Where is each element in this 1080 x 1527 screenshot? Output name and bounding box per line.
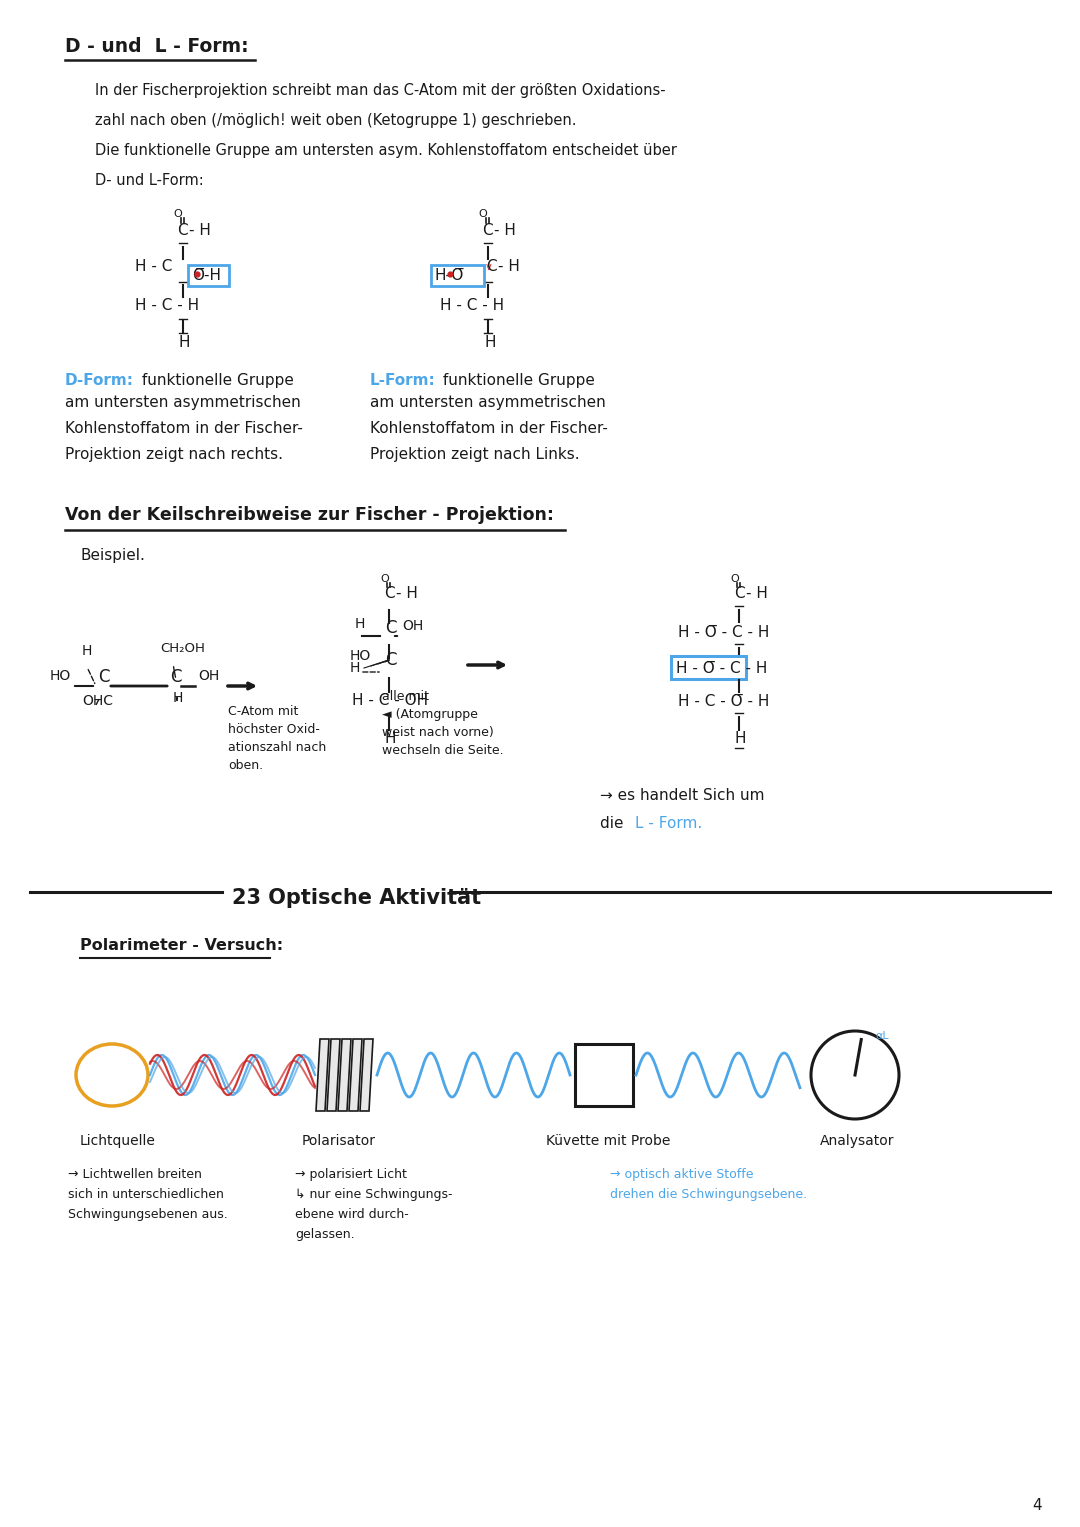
Text: H: H [179,334,190,350]
FancyBboxPatch shape [671,655,745,678]
FancyBboxPatch shape [188,264,229,286]
Text: D-Form:: D-Form: [65,373,134,388]
Text: sich in unterschiedlichen: sich in unterschiedlichen [68,1188,224,1202]
Text: C: C [384,651,396,669]
Text: - H: - H [396,586,418,602]
Text: O: O [380,574,389,583]
Text: H: H [384,731,396,747]
Text: v: v [486,263,491,272]
Text: CH₂OH: CH₂OH [160,641,205,655]
Text: O: O [730,574,739,583]
Text: → optisch aktive Stoffe: → optisch aktive Stoffe [610,1168,754,1180]
Text: C: C [98,667,109,686]
Text: H - O̅ - C - H: H - O̅ - C - H [676,661,768,676]
Text: C: C [482,223,492,238]
Text: In der Fischerprojektion schreibt man das C-Atom mit der größten Oxidations-: In der Fischerprojektion schreibt man da… [95,82,665,98]
Text: gelassen.: gelassen. [295,1228,354,1241]
Text: 4: 4 [1032,1498,1041,1513]
Text: H - C - O̅ - H: H - C - O̅ - H [678,693,769,709]
Text: am untersten asymmetrischen: am untersten asymmetrischen [65,395,300,411]
Text: H: H [484,334,496,350]
Text: C: C [177,223,188,238]
Text: Projektion zeigt nach Links.: Projektion zeigt nach Links. [370,447,580,463]
Text: ↳ nur eine Schwingungs-: ↳ nur eine Schwingungs- [295,1188,453,1202]
Text: H - O̅ - C - H: H - O̅ - C - H [678,625,769,640]
Text: D- und L-Form:: D- und L-Form: [95,173,204,188]
Text: - H: - H [746,586,768,602]
Text: OH: OH [198,669,219,683]
Text: am untersten asymmetrischen: am untersten asymmetrischen [370,395,606,411]
Text: Schwingungsebenen aus.: Schwingungsebenen aus. [68,1208,228,1222]
Text: Polarisator: Polarisator [302,1135,376,1148]
Text: H: H [173,692,184,705]
Text: → polarisiert Licht: → polarisiert Licht [295,1168,407,1180]
Text: zahl nach oben (/möglich! weit oben (Ketogruppe 1) geschrieben.: zahl nach oben (/möglich! weit oben (Ket… [95,113,577,128]
Text: 23 Optische Aktivität: 23 Optische Aktivität [232,889,481,909]
Text: - H: - H [498,260,519,273]
Text: O: O [478,209,487,218]
Text: C: C [384,586,394,602]
Polygon shape [349,1038,362,1112]
Text: → es handelt Sich um: → es handelt Sich um [600,788,765,803]
Text: funktionelle Gruppe: funktionelle Gruppe [438,373,595,388]
Text: Beispiel.: Beispiel. [80,548,145,563]
Text: Kohlenstoffatom in der Fischer-: Kohlenstoffatom in der Fischer- [65,421,302,437]
Text: Küvette mit Probe: Küvette mit Probe [546,1135,671,1148]
Text: - H: - H [494,223,516,238]
Text: αL: αL [875,1031,889,1041]
FancyBboxPatch shape [431,264,484,286]
Text: O: O [173,209,181,218]
Text: Von der Keilschreibweise zur Fischer - Projektion:: Von der Keilschreibweise zur Fischer - P… [65,505,554,524]
Polygon shape [360,1038,373,1112]
Text: H - C - H: H - C - H [440,298,504,313]
Text: L-Form:: L-Form: [370,373,435,388]
Text: C: C [734,586,744,602]
Text: H: H [735,731,746,747]
Text: Kohlenstoffatom in der Fischer-: Kohlenstoffatom in der Fischer- [370,421,608,437]
Text: OH: OH [402,618,423,634]
Text: drehen die Schwingungsebene.: drehen die Schwingungsebene. [610,1188,807,1202]
Text: H: H [350,661,361,675]
Polygon shape [327,1038,340,1112]
Text: Die funktionelle Gruppe am untersten asym. Kohlenstoffatom entscheidet über: Die funktionelle Gruppe am untersten asy… [95,144,677,157]
Text: die: die [600,815,629,831]
Text: Projektion zeigt nach rechts.: Projektion zeigt nach rechts. [65,447,283,463]
Polygon shape [338,1038,351,1112]
Bar [575,1044,633,1106]
Text: L - Form.: L - Form. [635,815,702,831]
Text: D - und  L - Form:: D - und L - Form: [65,37,248,56]
Text: HO: HO [50,669,71,683]
Text: C: C [170,667,181,686]
Text: H: H [355,617,365,631]
Text: funktionelle Gruppe: funktionelle Gruppe [137,373,294,388]
Text: ebene wird durch-: ebene wird durch- [295,1208,408,1222]
Text: H - C - OH: H - C - OH [352,693,428,709]
Text: C: C [384,618,396,637]
Text: Polarimeter - Versuch:: Polarimeter - Versuch: [80,938,283,953]
Text: H - C - H: H - C - H [135,298,199,313]
Text: H: H [82,644,93,658]
Text: H-O̅: H-O̅ [435,269,464,282]
Text: C-Atom mit
höchster Oxid-
ationszahl nach
oben.: C-Atom mit höchster Oxid- ationszahl nac… [228,705,326,773]
Text: alle mit
◄ (Atomgruppe
weist nach vorne)
wechseln die Seite.: alle mit ◄ (Atomgruppe weist nach vorne)… [382,690,503,757]
Text: H - C: H - C [135,260,173,273]
Text: O̅-H: O̅-H [192,269,221,282]
Text: → Lichtwellen breiten: → Lichtwellen breiten [68,1168,202,1180]
Text: - H: - H [189,223,211,238]
Text: C: C [486,260,497,273]
Text: OHC: OHC [82,693,113,709]
Text: Lichtquelle: Lichtquelle [80,1135,156,1148]
Polygon shape [316,1038,329,1112]
Text: Analysator: Analysator [820,1135,894,1148]
Text: HO: HO [350,649,372,663]
